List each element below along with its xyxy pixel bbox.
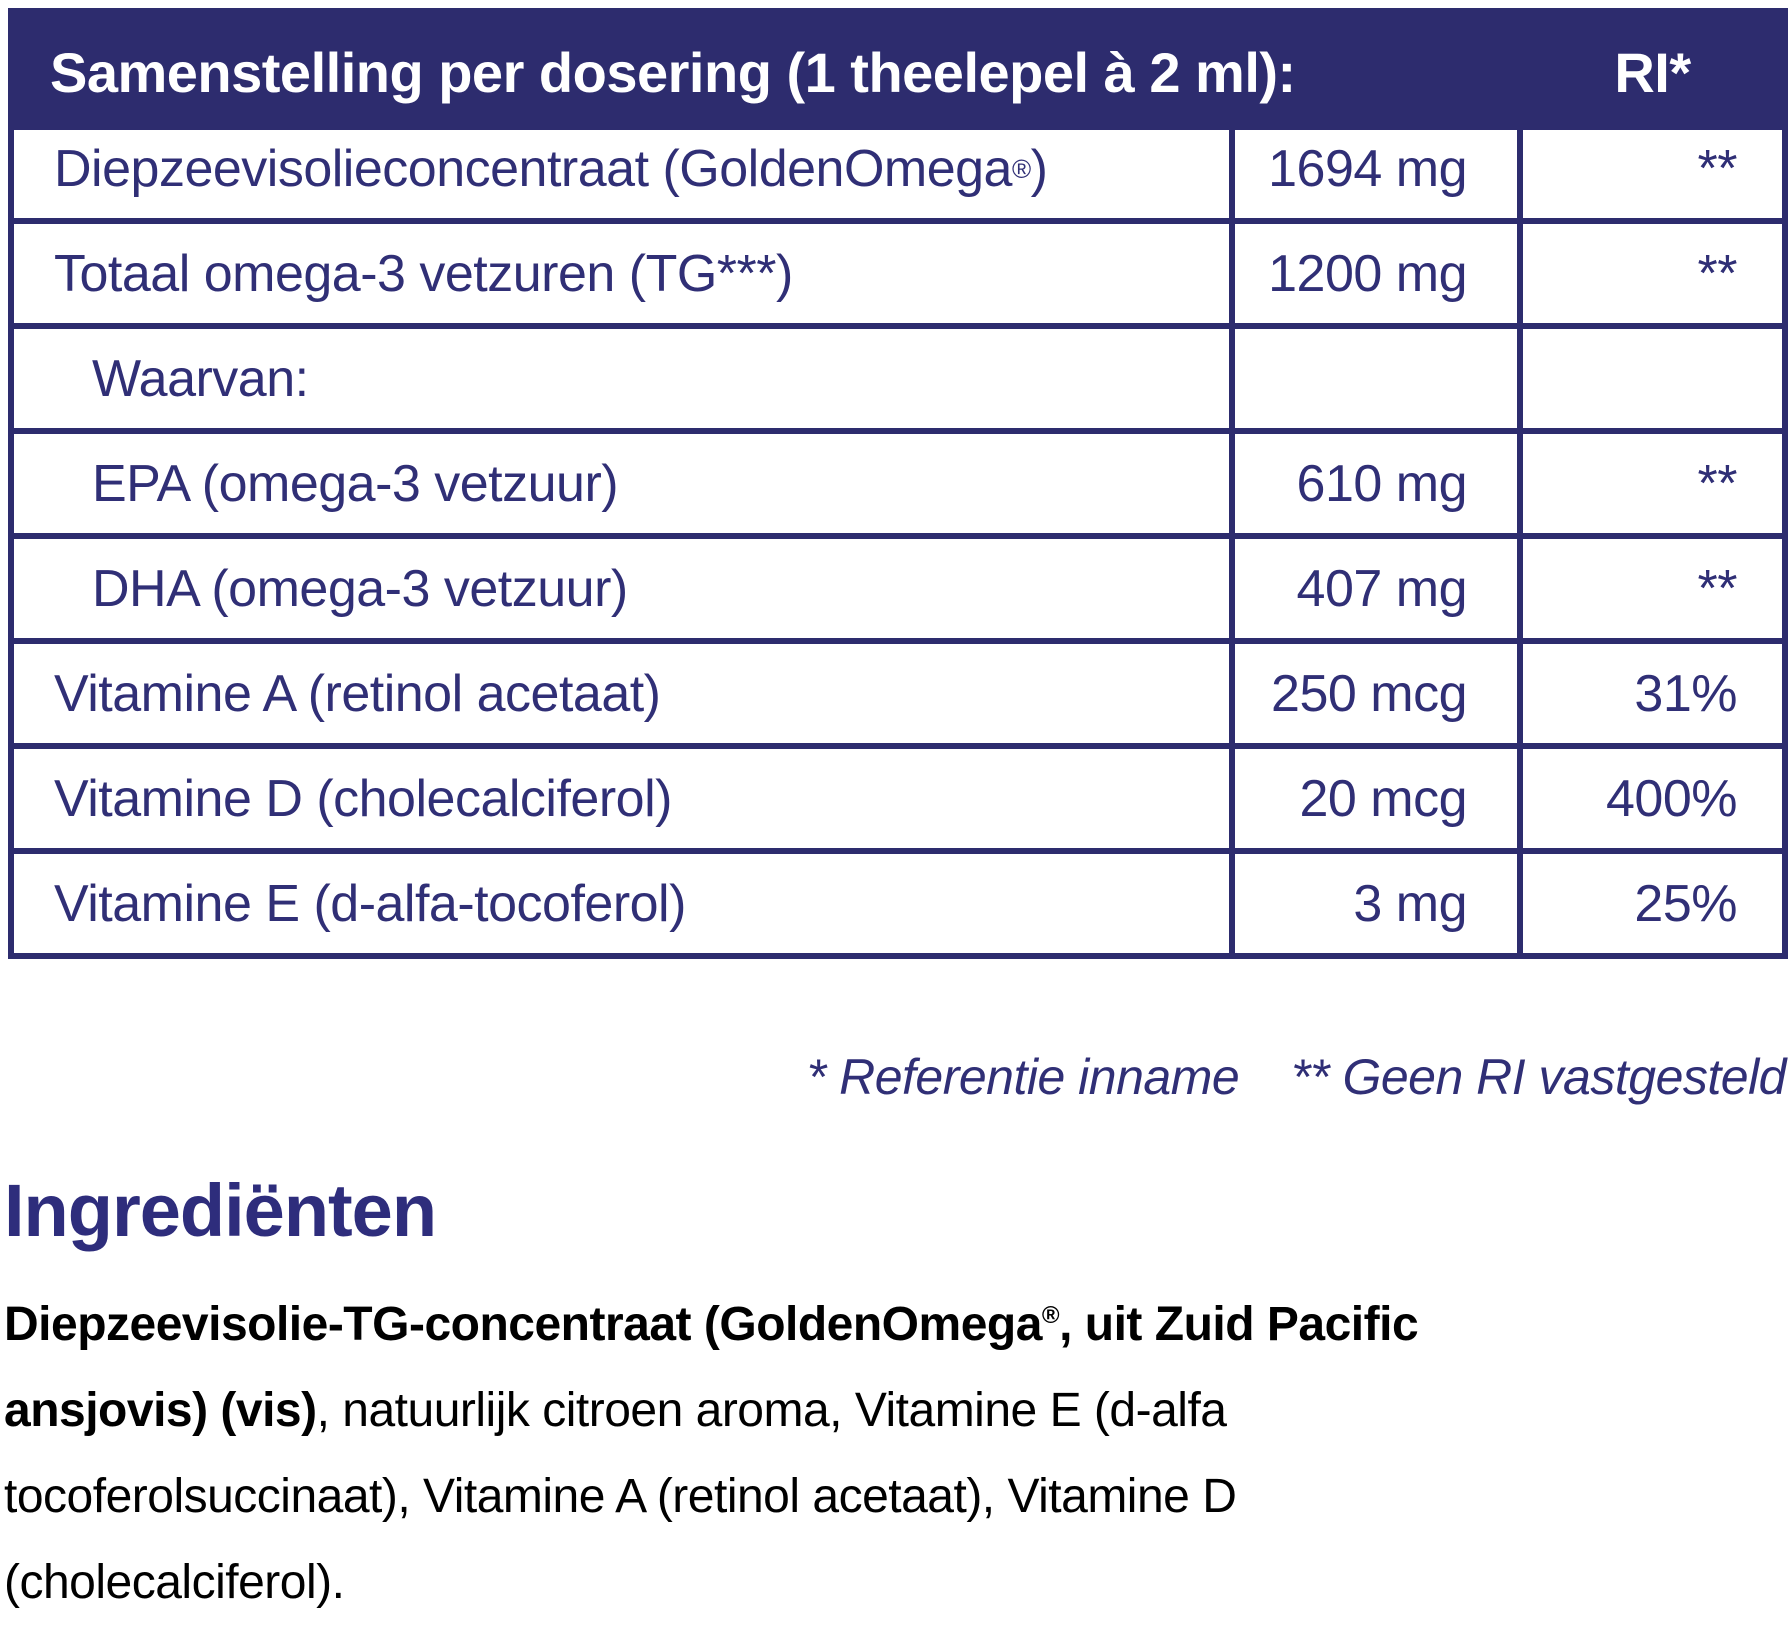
ri-value-cell: **: [1523, 224, 1782, 323]
footnote: * Referentie inname ** Geen RI vastgeste…: [0, 1032, 1787, 1122]
ri-value-cell: 31%: [1523, 644, 1782, 743]
amount-cell: 20 mcg: [1235, 749, 1517, 848]
table-title: Samenstelling per dosering (1 theelepel …: [50, 40, 1296, 104]
ingredient-name-cell: DHA (omega-3 vetzuur): [14, 539, 1229, 638]
ri-column-header: RI*: [1614, 40, 1691, 104]
table-header-row: Samenstelling per dosering (1 theelepel …: [14, 14, 1782, 130]
ri-value-cell: 25%: [1523, 854, 1782, 953]
ri-value-cell: [1523, 329, 1782, 428]
ingredient-name-cell: EPA (omega-3 vetzuur): [14, 434, 1229, 533]
ri-value-cell: **: [1523, 119, 1782, 218]
composition-table: Samenstelling per dosering (1 theelepel …: [8, 8, 1788, 959]
ingredients-paragraph: Diepzeevisolie-TG-concentraat (GoldenOme…: [4, 1282, 1534, 1626]
ingredients-bold-segment: Diepzeevisolie-TG-concentraat (GoldenOme…: [4, 1298, 1419, 1437]
ri-value-cell: 400%: [1523, 749, 1782, 848]
footnote-no-ri: ** Geen RI vastgesteld: [1291, 1049, 1786, 1105]
ingredient-name-cell: Diepzeevisolieconcentraat (GoldenOmega ®): [14, 119, 1229, 218]
amount-cell: 1694 mg: [1235, 119, 1517, 218]
ingredient-name-cell: Totaal omega-3 vetzuren (TG***): [14, 224, 1229, 323]
amount-cell: 610 mg: [1235, 434, 1517, 533]
ri-value-cell: **: [1523, 434, 1782, 533]
ingredient-name-cell: Vitamine E (d-alfa-tocoferol): [14, 854, 1229, 953]
amount-cell: 250 mcg: [1235, 644, 1517, 743]
amount-cell: 1200 mg: [1235, 224, 1517, 323]
amount-cell: 3 mg: [1235, 854, 1517, 953]
ri-value-cell: **: [1523, 539, 1782, 638]
ingredient-name-cell: Vitamine A (retinol acetaat): [14, 644, 1229, 743]
ingredient-name-cell: Waarvan:: [14, 329, 1229, 428]
ingredients-segment: , natuurlijk citroen aroma, Vitamine E (…: [4, 1384, 1237, 1609]
amount-cell: [1235, 329, 1517, 428]
registered-mark: ®: [1041, 1302, 1060, 1329]
amount-cell: 407 mg: [1235, 539, 1517, 638]
ingredients-heading: Ingrediënten: [4, 1169, 437, 1252]
ingredient-name-cell: Vitamine D (cholecalciferol): [14, 749, 1229, 848]
footnote-reference-intake: * Referentie inname: [806, 1049, 1240, 1105]
